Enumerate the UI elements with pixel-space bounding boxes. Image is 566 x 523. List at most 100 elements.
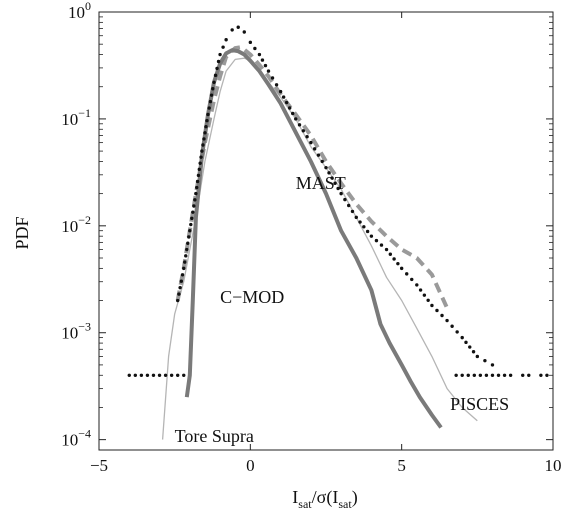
data-point [496,373,501,377]
data-point [230,28,234,32]
data-point [133,373,138,377]
data-point [455,330,459,334]
data-point [539,373,543,377]
data-point [212,80,216,85]
series-layer [127,25,549,440]
data-point [422,293,427,297]
data-point [199,155,203,159]
data-point [201,143,205,147]
data-point [475,354,480,359]
data-point [399,266,404,271]
series-baseline_dots [127,373,549,377]
y-axis-label: PDF [12,216,32,249]
data-point [281,95,286,99]
x-tick-label: 5 [397,456,406,475]
data-point [190,216,194,221]
x-axis-label-tail: ) [352,487,358,508]
data-point [216,59,221,64]
x-axis-label: Isat/σ(Isat) [292,487,357,511]
data-point [490,363,495,367]
data-point [305,134,309,139]
data-point [270,76,275,80]
data-point [327,171,331,175]
data-point [440,313,444,318]
data-point [301,129,305,133]
data-point [454,373,458,377]
data-point [379,243,384,247]
data-point [163,373,168,377]
data-point [205,118,209,123]
data-point [188,229,192,233]
data-point [468,345,472,349]
data-point [206,112,210,117]
data-point [309,140,313,145]
y-tick-label: 10−1 [61,106,91,129]
annotation-label: PISCES [450,394,509,414]
data-point [198,161,202,165]
data-point [260,58,265,62]
annotations-layer: MAST C−MOD PISCES Tore Supra [175,173,509,446]
data-point [203,131,207,135]
data-point [274,83,279,87]
data-point [426,298,430,303]
data-point [248,40,253,45]
data-point [369,234,374,238]
x-axis-label-mid: /σ(I [312,487,339,508]
data-point [263,63,268,68]
data-point [195,179,200,184]
x-axis-label-base: I [292,487,298,507]
data-point [339,191,343,196]
data-point [450,324,454,328]
data-point [236,25,240,29]
data-point [312,147,317,151]
data-point [392,257,396,261]
data-point [177,292,181,296]
series-cmod [184,48,443,429]
x-tick-label: 10 [545,456,562,475]
data-point [184,254,188,258]
data-point [187,235,191,239]
annotation-label: C−MOD [220,287,284,307]
data-point [209,93,214,97]
data-point [472,373,477,377]
y-tick-label: 10−2 [61,213,91,236]
data-point [350,209,355,214]
data-point [471,350,476,354]
data-point [297,123,302,127]
data-point [189,222,193,227]
data-point [410,277,414,282]
x-tick-label: −5 [90,456,108,475]
data-point [365,229,370,234]
data-point [218,52,222,57]
data-point [211,87,215,91]
data-point [316,153,321,157]
data-point [207,106,211,110]
axis-labels: PDF Isat/σ(Isat) [12,216,358,511]
data-point [145,373,150,377]
annotation-label: Tore Supra [175,426,254,446]
data-point [294,117,298,121]
data-point [221,45,225,49]
data-point [374,238,379,243]
data-point [418,288,423,292]
data-point [324,165,328,170]
data-point [545,373,549,377]
data-point [384,247,389,252]
data-point [354,215,358,220]
data-point [284,100,289,105]
data-point [266,69,271,73]
data-point [182,266,186,271]
y-tick-label: 10−4 [61,427,91,450]
data-point [478,373,483,377]
data-point [175,298,180,303]
data-point [291,111,295,116]
data-point [347,203,351,208]
data-point [200,149,204,153]
data-point [466,373,470,377]
axis-ticks: −5 0 5 10 100 10−1 10−2 10−3 10−4 [61,0,561,475]
data-point [405,272,409,276]
data-point [180,273,185,277]
data-point [460,335,464,340]
y-tick-label: 10−3 [61,320,91,343]
